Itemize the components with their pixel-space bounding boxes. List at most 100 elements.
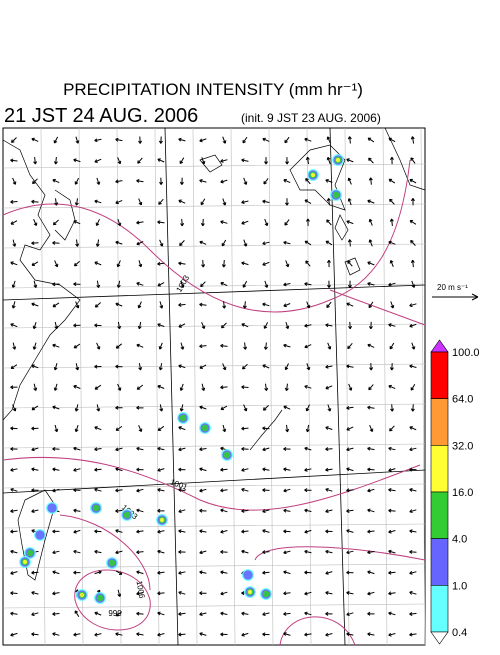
wind-arrow: [369, 424, 374, 432]
wind-arrow: [388, 240, 396, 245]
wind-arrow: [157, 529, 165, 534]
wind-arrow: [52, 219, 59, 226]
wind-arrow: [367, 261, 375, 266]
wind-arrow: [388, 282, 396, 287]
wind-arrow: [75, 301, 80, 309]
wind-arrow: [346, 550, 354, 555]
wind-arrow: [32, 321, 37, 330]
wind-arrow: [304, 529, 312, 534]
wind-arrow: [33, 383, 38, 391]
wind-arrow: [283, 343, 291, 348]
wind-arrow: [388, 468, 396, 472]
isobar: [74, 569, 151, 631]
wind-arrow: [199, 570, 207, 575]
wind-arrow: [179, 177, 184, 185]
wind-arrow: [388, 591, 396, 596]
wind-arrow: [10, 426, 18, 431]
wind-arrow: [52, 343, 60, 348]
wind-arrow: [262, 529, 270, 533]
precip-cell: [159, 517, 165, 523]
wind-arrow: [31, 426, 39, 431]
wind-arrow: [241, 487, 249, 492]
wind-arrow: [326, 197, 331, 206]
isobar: [329, 289, 426, 326]
precip-cell: [247, 589, 253, 595]
wind-arrow: [73, 488, 81, 493]
colorbar-label: 32.0: [452, 440, 473, 452]
wind-arrow: [94, 302, 102, 308]
wind-arrow: [264, 218, 269, 227]
wind-arrow: [285, 260, 290, 268]
wind-arrow: [73, 446, 81, 451]
wind-arrow: [262, 612, 270, 616]
wind-arrow: [137, 301, 142, 309]
wind-arrow: [138, 198, 143, 206]
wind-arrow: [305, 404, 310, 412]
wind-arrow: [409, 467, 417, 472]
wind-arrow: [346, 529, 354, 533]
wind-arrow: [157, 632, 165, 637]
grid-line: [2, 563, 426, 569]
wind-arrow: [136, 488, 144, 493]
wind-arrow: [31, 591, 39, 595]
wind-arrow: [157, 611, 165, 616]
grid-line: [2, 363, 426, 369]
colorbar-band: [430, 491, 449, 539]
colorbar-top-triangle: [430, 339, 449, 353]
lat-lon-line: [164, 127, 179, 646]
wind-arrow: [388, 508, 396, 513]
wind-arrow: [409, 364, 417, 369]
wind-arrow: [283, 488, 291, 493]
wind-arrow: [284, 219, 290, 226]
wind-arrow: [285, 157, 290, 165]
wind-arrow: [388, 529, 396, 534]
wind-arrow: [10, 446, 18, 451]
wind-arrow: [31, 488, 39, 493]
wind-arrow: [326, 301, 332, 308]
wind-arrow: [74, 404, 79, 412]
wind-arrow: [264, 280, 269, 288]
precip-cell: [332, 191, 340, 199]
grid-line: [268, 127, 274, 646]
wind-arrow: [367, 467, 375, 472]
wind-arrow: [346, 467, 354, 472]
wind-arrow: [325, 529, 333, 534]
wind-arrow: [368, 218, 373, 226]
wind-arrow: [283, 405, 291, 410]
wind-arrow: [346, 488, 354, 493]
wind-arrow: [388, 549, 396, 554]
wind-arrow: [138, 260, 143, 268]
wind-arrow: [73, 343, 81, 349]
wind-arrow: [409, 303, 417, 308]
coastline: [344, 257, 361, 276]
wind-arrow: [367, 282, 375, 286]
wind-arrow: [283, 240, 291, 245]
wind-arrow: [74, 177, 80, 185]
wind-arrow: [262, 405, 269, 411]
wind-arrow: [178, 529, 186, 534]
wind-arrow: [304, 611, 312, 616]
isobar: [254, 546, 426, 561]
wind-arrow: [73, 323, 81, 328]
wind-arrow: [326, 136, 331, 144]
wind-arrow: [262, 261, 270, 266]
wind-arrow: [95, 218, 100, 227]
wind-arrow: [136, 241, 144, 246]
wind-arrow: [283, 550, 291, 555]
wind-arrow: [73, 158, 81, 163]
wind-arrow: [31, 137, 39, 142]
wind-arrow: [262, 137, 270, 142]
wind-arrow: [284, 363, 289, 371]
grid-line: [2, 523, 426, 529]
wind-arrow: [52, 467, 60, 472]
wind-arrow: [306, 301, 311, 309]
colorbar-label: 64.0: [452, 394, 473, 406]
wind-arrow: [241, 529, 249, 534]
colorbar-band: [430, 585, 449, 633]
wind-arrow: [346, 302, 354, 307]
wind-arrow: [10, 220, 18, 225]
wind-arrow: [115, 343, 123, 349]
wind-arrow: [157, 570, 165, 575]
wind-arrow: [368, 177, 373, 185]
wind-arrow: [262, 364, 270, 369]
